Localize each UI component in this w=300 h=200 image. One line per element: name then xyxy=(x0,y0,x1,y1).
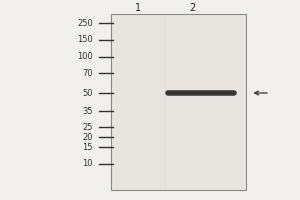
Text: 15: 15 xyxy=(82,142,93,152)
Text: 35: 35 xyxy=(82,107,93,116)
Text: 25: 25 xyxy=(82,122,93,132)
Text: 1: 1 xyxy=(135,3,141,13)
Text: 2: 2 xyxy=(189,3,195,13)
Text: 10: 10 xyxy=(82,160,93,168)
Text: 20: 20 xyxy=(82,133,93,142)
Text: 50: 50 xyxy=(82,88,93,98)
Text: 70: 70 xyxy=(82,68,93,77)
Bar xyxy=(111,14,246,190)
Text: 100: 100 xyxy=(77,52,93,61)
Text: 250: 250 xyxy=(77,19,93,27)
Text: 150: 150 xyxy=(77,36,93,45)
